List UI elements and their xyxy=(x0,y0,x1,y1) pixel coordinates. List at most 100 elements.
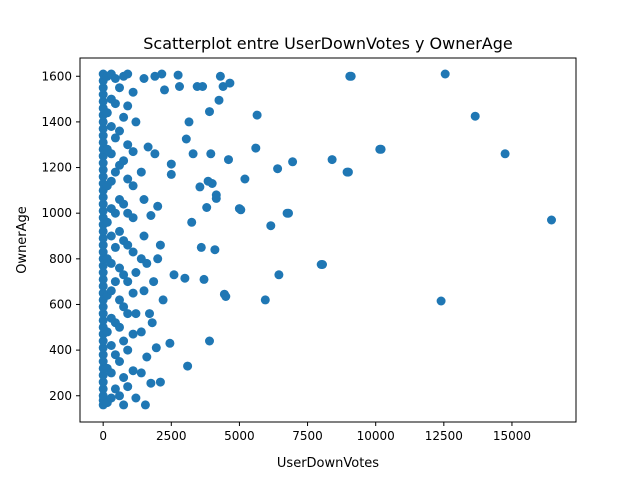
data-point xyxy=(102,327,112,337)
data-point xyxy=(128,366,138,376)
data-point xyxy=(236,205,246,215)
data-point xyxy=(139,195,149,204)
data-point xyxy=(218,82,228,91)
y-tick-label: 1400 xyxy=(41,115,72,129)
data-point xyxy=(136,327,146,337)
data-point xyxy=(166,159,176,169)
data-point xyxy=(98,83,108,93)
data-point xyxy=(98,96,108,106)
data-point xyxy=(123,309,133,319)
data-point xyxy=(142,352,152,362)
data-point xyxy=(102,217,112,227)
data-point xyxy=(131,117,141,127)
data-point xyxy=(98,151,108,161)
data-point xyxy=(251,143,261,153)
data-point xyxy=(240,174,250,184)
data-point xyxy=(106,258,116,268)
data-point xyxy=(187,217,197,227)
data-point xyxy=(98,274,108,284)
data-point xyxy=(128,288,138,298)
data-point xyxy=(157,69,167,79)
data-point xyxy=(98,199,108,209)
data-point xyxy=(119,336,129,346)
data-point xyxy=(119,156,129,166)
data-point xyxy=(98,377,108,387)
data-point xyxy=(110,277,120,287)
data-point xyxy=(139,286,149,296)
data-point xyxy=(98,343,108,353)
data-point xyxy=(327,155,337,165)
data-point xyxy=(215,71,225,81)
data-point xyxy=(98,165,108,175)
x-tick-label: 5000 xyxy=(224,429,255,443)
data-point xyxy=(115,83,124,93)
data-point xyxy=(110,384,120,394)
data-point xyxy=(131,393,141,403)
data-point xyxy=(106,368,116,378)
y-tick-label: 200 xyxy=(49,389,72,403)
data-point xyxy=(98,124,108,134)
data-point xyxy=(98,247,108,257)
data-point xyxy=(106,341,116,350)
data-point xyxy=(128,329,138,339)
data-point xyxy=(98,137,108,147)
data-point xyxy=(123,382,133,392)
data-point xyxy=(110,167,120,177)
data-point xyxy=(106,176,116,186)
data-point xyxy=(98,384,108,394)
y-tick-label: 800 xyxy=(49,252,72,266)
data-point xyxy=(143,142,153,152)
data-point xyxy=(470,111,480,121)
data-point xyxy=(131,309,141,319)
data-point xyxy=(376,144,386,154)
data-point xyxy=(110,242,120,252)
data-point xyxy=(202,203,212,212)
data-point xyxy=(110,99,120,109)
data-point xyxy=(221,292,231,301)
data-point xyxy=(98,357,108,366)
x-tick-label: 15000 xyxy=(493,429,531,443)
data-point xyxy=(160,85,169,95)
x-axis-label: UserDownVotes xyxy=(277,456,379,471)
chart-title: Scatterplot entre UserDownVotes y OwnerA… xyxy=(143,34,512,53)
data-point xyxy=(139,231,149,241)
data-point xyxy=(440,69,450,79)
y-axis-ticks: 200 400 600 800 1000 1200 1400 1600 xyxy=(41,69,80,403)
data-point xyxy=(123,240,133,250)
data-point xyxy=(98,336,108,346)
data-point xyxy=(346,71,356,81)
y-tick-label: 1600 xyxy=(41,69,72,83)
data-point xyxy=(165,338,175,348)
data-point xyxy=(153,201,163,211)
data-point xyxy=(180,273,190,283)
data-point xyxy=(547,215,556,225)
data-point xyxy=(169,270,179,280)
data-point xyxy=(115,391,124,401)
data-point xyxy=(123,277,133,287)
data-point xyxy=(149,277,159,287)
data-point xyxy=(123,174,133,184)
data-point xyxy=(119,400,129,410)
data-point xyxy=(260,295,270,305)
data-point xyxy=(98,131,108,141)
data-point xyxy=(119,302,129,312)
data-point xyxy=(115,322,124,332)
data-point xyxy=(102,108,112,118)
data-point xyxy=(98,370,108,380)
data-point xyxy=(119,112,129,122)
data-point xyxy=(98,302,108,312)
data-point xyxy=(288,157,298,167)
data-point xyxy=(318,260,327,269)
x-tick-label: 7500 xyxy=(292,429,323,443)
data-point xyxy=(115,263,124,273)
data-point xyxy=(199,274,209,284)
data-point xyxy=(205,336,214,346)
y-tick-label: 400 xyxy=(49,343,72,357)
data-point xyxy=(184,117,194,127)
data-point xyxy=(128,147,138,157)
data-point xyxy=(115,295,124,305)
data-point xyxy=(166,169,176,179)
data-point xyxy=(110,208,120,218)
data-point xyxy=(146,378,156,388)
